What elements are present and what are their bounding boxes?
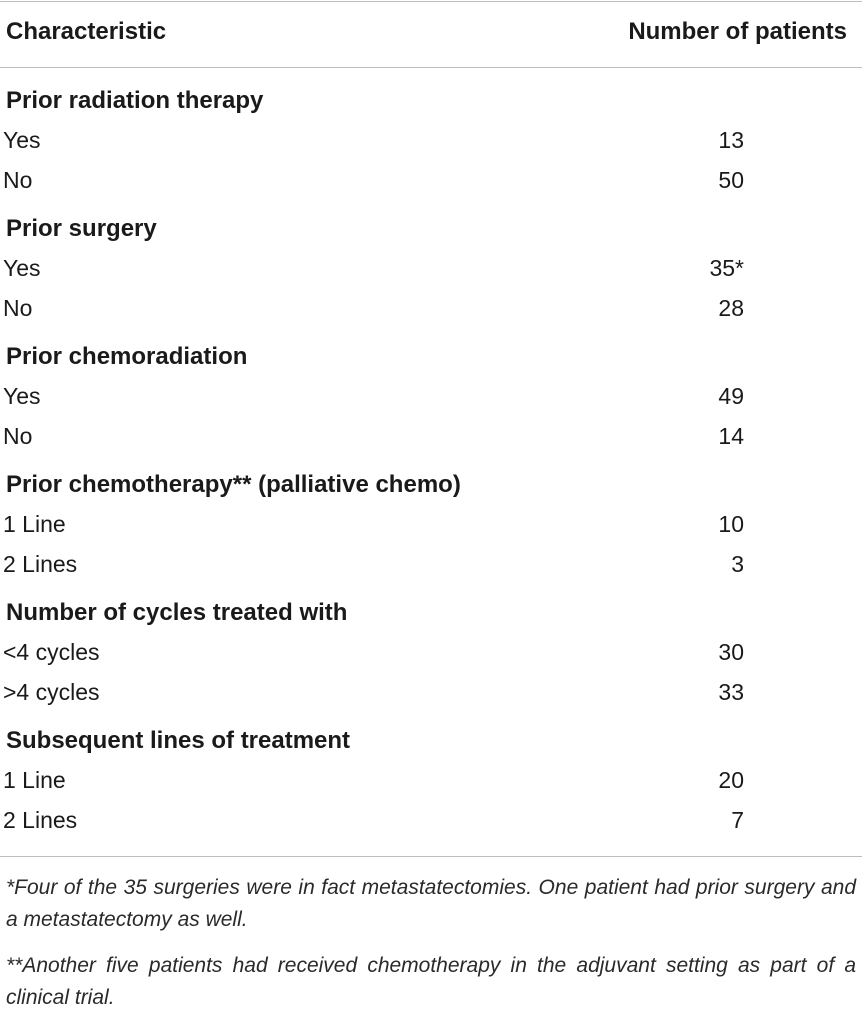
row-value: 20 <box>718 767 744 793</box>
table-bottom-rule <box>0 856 862 857</box>
row-value: 35* <box>709 255 744 281</box>
row-label: No <box>3 167 33 193</box>
row-value: 7 <box>731 807 744 833</box>
row-value: 50 <box>718 167 744 193</box>
row-label: 2 Lines <box>3 551 78 577</box>
row-label: >4 cycles <box>3 679 100 705</box>
row-value: 30 <box>718 639 744 665</box>
section-title: Number of cycles treated with <box>6 599 348 626</box>
row-value: 33 <box>718 679 744 705</box>
row-label: No <box>3 423 33 449</box>
table-top-rule <box>0 1 862 2</box>
row-label: <4 cycles <box>3 639 100 665</box>
row-value: 3 <box>731 551 744 577</box>
row-label: 1 Line <box>3 511 66 537</box>
section-title: Prior radiation therapy <box>6 87 264 114</box>
row-label: No <box>3 295 33 321</box>
footnote-surgery: *Four of the 35 surgeries were in fact m… <box>6 876 856 931</box>
column-header-characteristic: Characteristic <box>6 18 167 45</box>
row-label: Yes <box>3 255 41 281</box>
row-label: Yes <box>3 383 41 409</box>
row-value: 28 <box>718 295 744 321</box>
section-title: Prior chemoradiation <box>6 343 248 370</box>
header-rule <box>0 67 862 68</box>
row-label: Yes <box>3 127 41 153</box>
row-value: 13 <box>718 127 744 153</box>
row-value: 14 <box>718 423 744 449</box>
section-title: Subsequent lines of treatment <box>6 727 351 754</box>
column-header-number-of-patients: Number of patients <box>628 18 847 45</box>
section-title: Prior surgery <box>6 215 157 242</box>
row-label: 1 Line <box>3 767 66 793</box>
row-value: 10 <box>718 511 744 537</box>
row-value: 49 <box>718 383 744 409</box>
footnote-chemotherapy: **Another five patients had received che… <box>6 954 856 1009</box>
row-label: 2 Lines <box>3 807 78 833</box>
section-title: Prior chemotherapy** (palliative chemo) <box>6 471 461 498</box>
